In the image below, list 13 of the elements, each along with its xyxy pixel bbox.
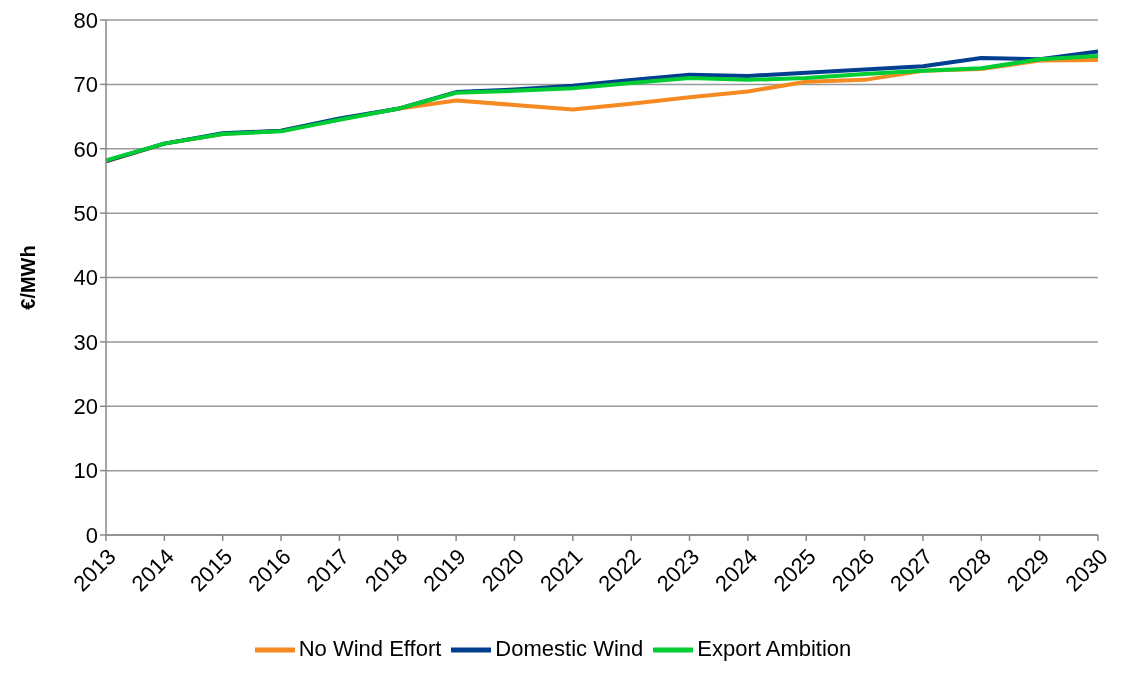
y-tick-label: 50 xyxy=(73,200,98,226)
y-tick-label: 10 xyxy=(73,458,98,484)
y-tick-label: 80 xyxy=(73,7,98,33)
y-tick-label: 40 xyxy=(73,265,98,291)
y-tick-label: 70 xyxy=(73,72,98,98)
y-tick-label: 0 xyxy=(85,522,98,548)
y-axis-title: €/MWh xyxy=(17,245,40,310)
legend-label: Domestic Wind xyxy=(495,635,644,661)
y-tick-label: 30 xyxy=(73,329,98,355)
y-tick-label: 20 xyxy=(73,394,98,420)
legend-label: No Wind Effort xyxy=(298,635,442,661)
legend-label: Export Ambition xyxy=(697,635,852,661)
y-tick-label: 60 xyxy=(73,136,98,162)
